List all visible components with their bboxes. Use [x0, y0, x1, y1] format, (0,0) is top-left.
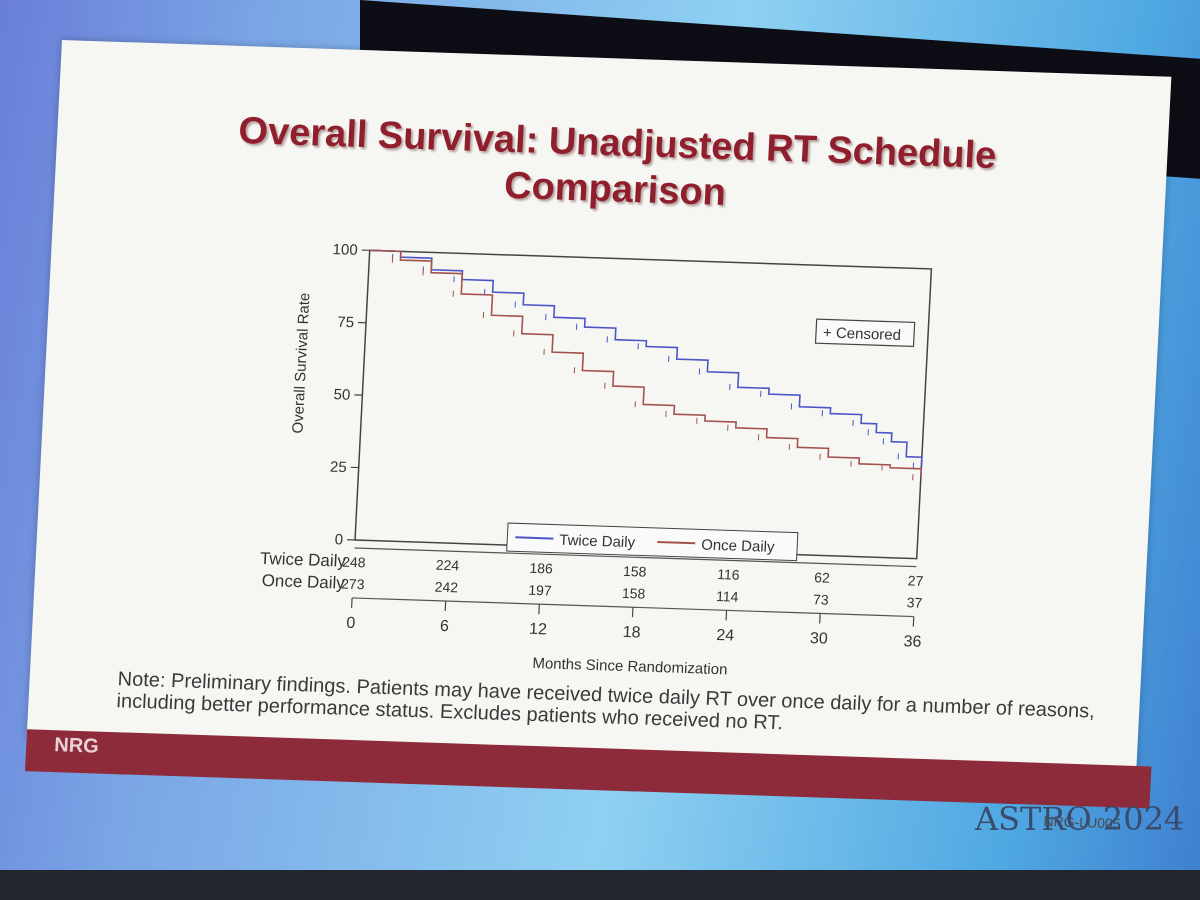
censored-legend-label: + Censored [823, 324, 902, 344]
risk-value: 248 [342, 554, 366, 571]
risk-row-label: Twice Daily [260, 549, 347, 571]
y-axis-label: Overall Survival Rate [289, 292, 313, 433]
risk-value: 62 [814, 569, 831, 586]
x-tick-label: 12 [529, 621, 548, 639]
risk-value: 116 [717, 566, 740, 583]
risk-value: 37 [906, 594, 923, 611]
x-axis-label: Months Since Randomization [532, 655, 728, 678]
x-tick [819, 613, 821, 624]
x-tick-label: 30 [810, 630, 829, 648]
screen-frame-bottom [0, 870, 1200, 900]
nrg-logo: NRG [53, 734, 100, 758]
y-tick-label: 100 [332, 241, 358, 259]
x-tick [912, 616, 915, 627]
risk-value: 73 [813, 591, 830, 608]
y-tick-label: 50 [333, 386, 351, 404]
series-line-twice-daily [369, 249, 923, 466]
censored-legend-box [814, 318, 916, 348]
y-tick-label: 25 [330, 459, 348, 477]
survival-chart: 0 25 50 75 100 Overall Survival Rate + Censore… [260, 241, 933, 678]
risk-value: 114 [716, 588, 739, 605]
conference-logo: ASTRO 2024 [975, 800, 1184, 838]
risk-value: 273 [341, 576, 365, 593]
x-tick [725, 610, 728, 621]
x-tick-label: 0 [346, 615, 356, 632]
risk-value: 242 [434, 579, 458, 596]
legend-swatch [657, 541, 696, 545]
x-tick [350, 597, 353, 608]
x-tick [631, 607, 634, 618]
slide: Overall Survival: Unadjusted RT Schedule… [24, 40, 1200, 837]
legend-box [506, 522, 799, 562]
x-tick-label: 24 [716, 627, 735, 645]
risk-value: 158 [622, 585, 646, 602]
risk-value: 158 [623, 563, 647, 580]
conference-name: ASTRO [975, 800, 1092, 838]
risk-value: 27 [907, 572, 924, 589]
x-tick [538, 604, 540, 615]
legend-label: Twice Daily [559, 532, 636, 552]
legend-label: Once Daily [701, 536, 776, 555]
risk-row-label: Once Daily [261, 571, 346, 593]
x-tick [444, 601, 447, 612]
risk-table-top-line [354, 547, 917, 568]
risk-value: 197 [528, 582, 552, 599]
conference-year: 2024 [1102, 800, 1185, 838]
x-tick-label: 18 [622, 624, 641, 642]
series-line-once-daily [369, 249, 923, 478]
y-tick-label: 0 [334, 531, 343, 548]
x-tick-label: 36 [903, 633, 922, 651]
risk-value: 224 [435, 557, 459, 574]
y-tick-label: 75 [337, 314, 355, 332]
x-tick-label: 6 [440, 618, 450, 635]
legend-swatch [515, 536, 554, 540]
risk-value: 186 [529, 560, 553, 577]
